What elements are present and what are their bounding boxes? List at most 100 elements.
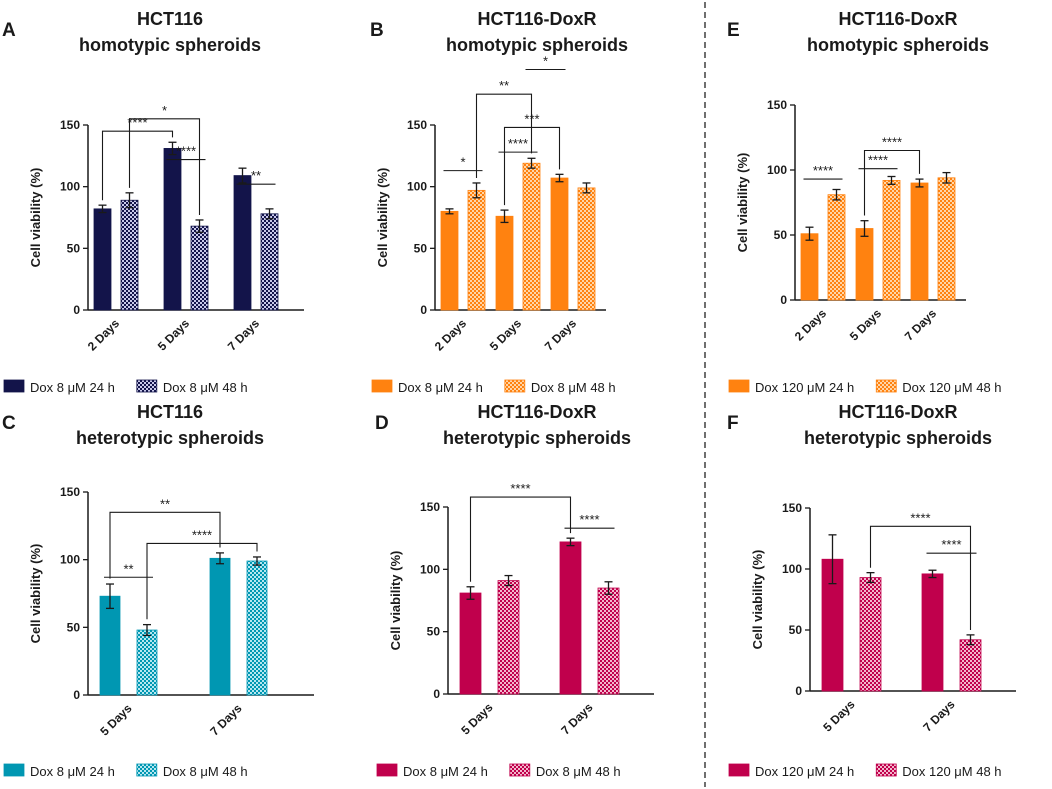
bar — [260, 213, 279, 311]
x-tick-label: 5 Days — [847, 306, 884, 343]
sig-bracket — [146, 542, 258, 620]
bar — [495, 215, 514, 311]
legend-swatch — [875, 379, 897, 393]
panel-letter-D: D — [375, 413, 389, 434]
bar — [246, 560, 268, 696]
y-tick-label: 100 — [782, 562, 802, 576]
panel-title-D: HCT116-DoxR — [477, 402, 596, 422]
sig-label: ** — [123, 561, 133, 576]
legend-label: Dox 120 μM 24 h — [755, 764, 854, 779]
legend-label: Dox 120 μM 48 h — [902, 764, 1001, 779]
bar — [577, 187, 596, 311]
y-tick-label: 50 — [427, 625, 441, 639]
legend-swatch — [728, 379, 750, 393]
panel-title-A: homotypic spheroids — [79, 35, 261, 55]
sig-label: ** — [499, 78, 509, 93]
sig-label: **** — [508, 136, 528, 151]
bar — [190, 225, 209, 311]
panel-A: A HCT116 homotypic spheroids 0 50 100 150 Cell … — [2, 9, 304, 395]
y-axis-label: Cell viability (%) — [388, 551, 403, 651]
y-tick-label: 150 — [60, 485, 80, 499]
panel-title-C: heterotypic spheroids — [76, 428, 264, 448]
panel-D: D HCT116-DoxR heterotypic spheroids 0 50 100 1… — [375, 402, 654, 779]
y-tick-label: 150 — [407, 118, 427, 132]
legend-swatch — [3, 763, 25, 777]
legend-swatch — [376, 763, 398, 777]
y-tick-label: 50 — [67, 241, 81, 255]
x-tick-label: 5 Days — [487, 316, 524, 353]
legend-label: Dox 120 μM 24 h — [755, 380, 854, 395]
legend-swatch — [371, 379, 393, 393]
panel-title-E: HCT116-DoxR — [838, 9, 957, 29]
sig-label: **** — [813, 163, 833, 178]
y-axis-label: Cell viability (%) — [28, 544, 43, 644]
panel-title-F: heterotypic spheroids — [804, 428, 992, 448]
y-axis-label: Cell viability (%) — [375, 168, 390, 268]
x-tick-label: 2 Days — [432, 316, 469, 353]
legend-label: Dox 8 μM 24 h — [30, 764, 115, 779]
legend-swatch — [875, 763, 897, 777]
sig-label: * — [543, 54, 548, 69]
y-tick-label: 0 — [73, 303, 80, 317]
y-axis-label: Cell viability (%) — [750, 550, 765, 650]
y-tick-label: 150 — [782, 501, 802, 515]
sig-label: **** — [192, 527, 212, 542]
y-tick-label: 0 — [420, 303, 427, 317]
panel-F: F HCT116-DoxR heterotypic spheroids 0 50 100 1… — [727, 402, 1016, 779]
bar — [233, 175, 252, 311]
bar — [209, 557, 231, 696]
bar — [440, 210, 459, 311]
legend-label: Dox 8 μM 24 h — [398, 380, 483, 395]
y-axis-label: Cell viability (%) — [28, 168, 43, 268]
panel-letter-E: E — [727, 20, 740, 41]
bar — [859, 577, 882, 692]
x-tick-label: 5 Days — [97, 701, 134, 738]
bar — [921, 573, 944, 692]
panel-title-D: heterotypic spheroids — [443, 428, 631, 448]
bar — [459, 592, 482, 695]
sig-bracket — [469, 496, 572, 582]
panel-title-B: HCT116-DoxR — [477, 9, 596, 29]
x-tick-label: 2 Days — [85, 316, 122, 353]
sig-bracket — [475, 93, 533, 179]
legend-swatch — [728, 763, 750, 777]
panel-letter-A: A — [2, 20, 16, 41]
bar — [597, 587, 620, 695]
sig-label: **** — [579, 512, 599, 527]
sig-label: ** — [251, 168, 261, 183]
sig-label: ** — [160, 496, 170, 511]
y-tick-label: 150 — [60, 118, 80, 132]
bar — [136, 629, 158, 696]
bar — [827, 194, 846, 301]
sig-bracket — [128, 118, 201, 216]
sig-label: **** — [510, 481, 530, 496]
x-tick-label: 7 Days — [920, 697, 957, 734]
y-axis-label: Cell viability (%) — [735, 153, 750, 253]
x-tick-label: 7 Days — [225, 316, 262, 353]
x-tick-label: 2 Days — [792, 306, 829, 343]
y-tick-label: 50 — [774, 228, 788, 242]
x-tick-label: 5 Days — [155, 316, 192, 353]
panel-letter-C: C — [2, 413, 16, 434]
x-tick-label: 5 Days — [820, 697, 857, 734]
sig-bracket — [869, 525, 972, 630]
legend-swatch — [3, 379, 25, 393]
panel-letter-F: F — [727, 413, 739, 434]
bar — [467, 189, 486, 311]
legend-label: Dox 8 μM 24 h — [30, 380, 115, 395]
x-tick-label: 7 Days — [558, 700, 595, 737]
legend-label: Dox 8 μM 48 h — [163, 764, 248, 779]
legend-label: Dox 8 μM 48 h — [163, 380, 248, 395]
bar — [959, 639, 982, 692]
sig-bracket — [101, 130, 174, 201]
x-tick-label: 7 Days — [902, 306, 939, 343]
panel-E: E HCT116-DoxR homotypic spheroids 0 50 100 150… — [727, 9, 1002, 395]
legend-label: Dox 120 μM 48 h — [902, 380, 1001, 395]
y-tick-label: 100 — [767, 163, 787, 177]
bar — [550, 177, 569, 311]
legend-label: Dox 8 μM 48 h — [531, 380, 616, 395]
panel-C: C HCT116 heterotypic spheroids 0 50 100 150 Cel… — [2, 402, 314, 779]
sig-label: * — [162, 103, 167, 118]
bar — [559, 541, 582, 695]
y-tick-label: 0 — [433, 687, 440, 701]
